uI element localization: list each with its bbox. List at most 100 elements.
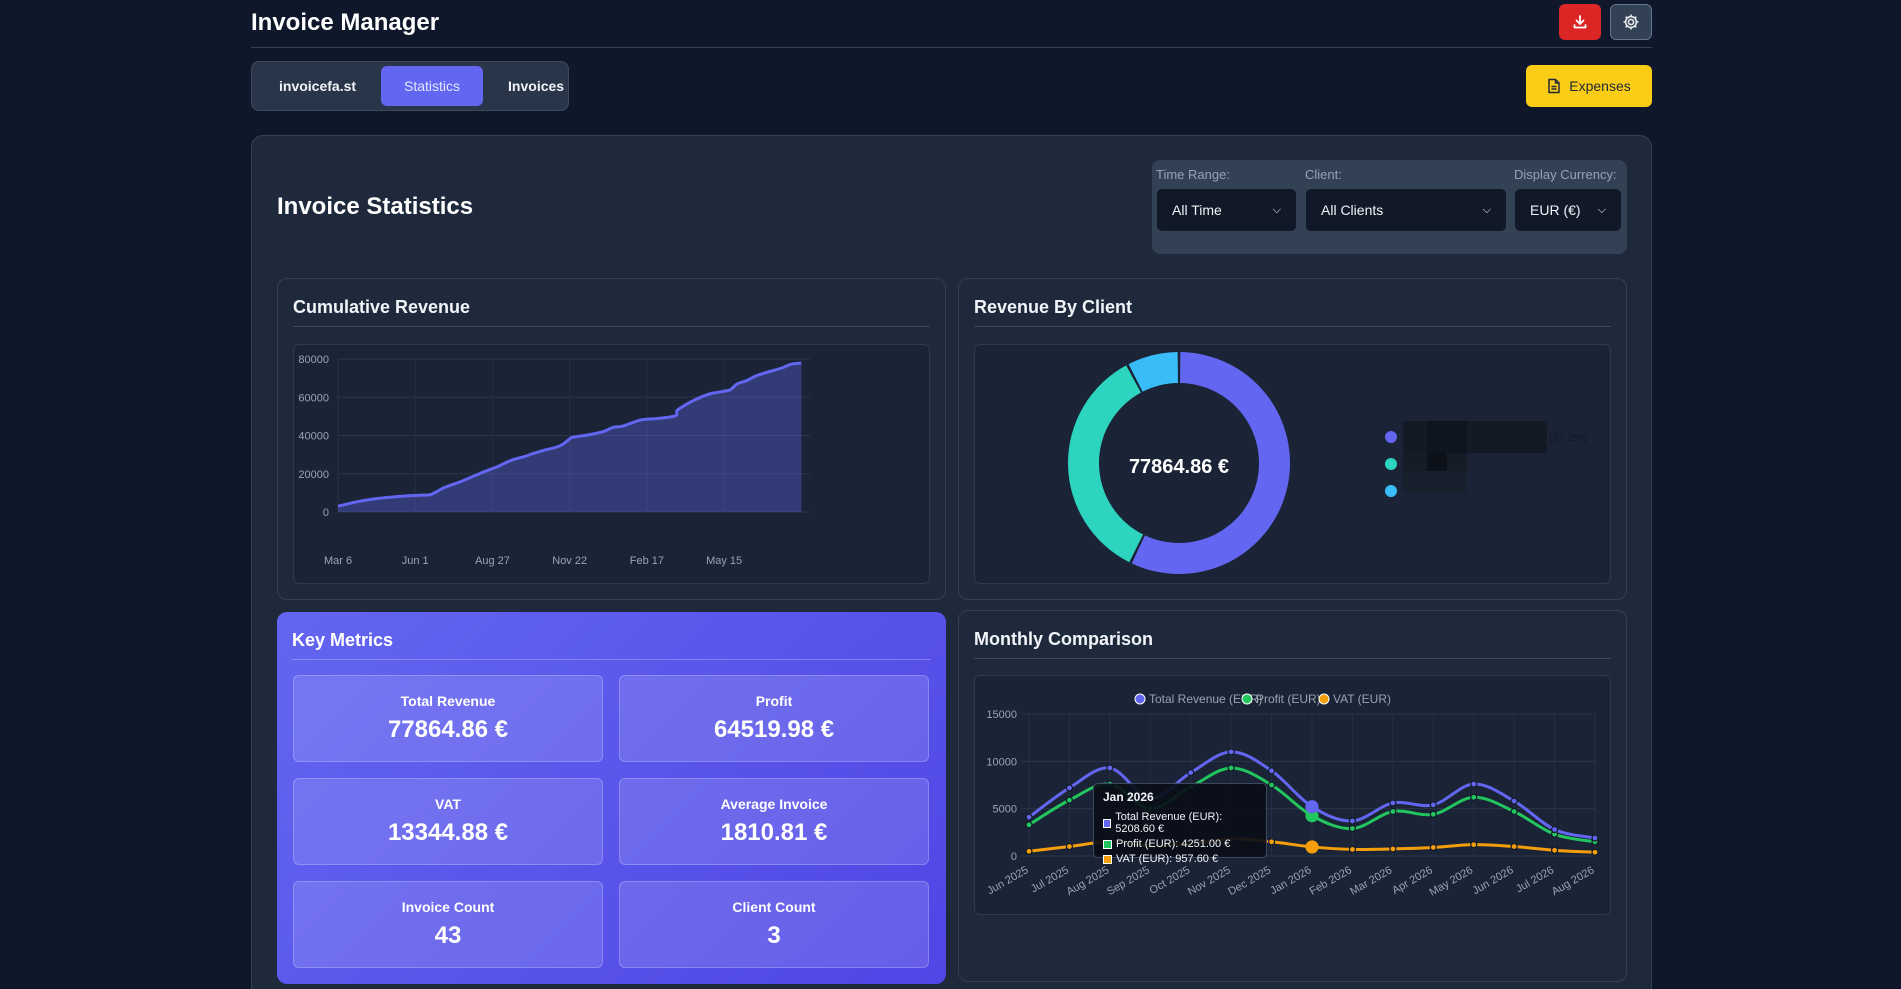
client-value: All Clients (1321, 202, 1384, 218)
time-range-select[interactable]: All Time ⌵ (1157, 189, 1296, 231)
tooltip-line: Profit (EUR): 4251.00 € (1103, 838, 1257, 850)
x-tick-label: Feb 2026 (1308, 864, 1354, 898)
filters-bar: Time Range: All Time ⌵ Client: All Clien… (1152, 160, 1627, 254)
time-range-value: All Time (1172, 202, 1222, 218)
x-tick-label: Jul 2026 (1514, 864, 1556, 895)
metric-label: Average Invoice (720, 796, 828, 812)
data-point (1065, 842, 1074, 851)
tooltip-swatch (1103, 818, 1112, 828)
expenses-button[interactable]: Expenses (1526, 65, 1652, 107)
data-point (1305, 840, 1319, 854)
donut-slice (1128, 352, 1178, 392)
tab-invoices[interactable]: Invoices (508, 78, 565, 94)
metric-profit: Profit 64519.98 € (619, 675, 929, 762)
card-title: Key Metrics (292, 630, 394, 650)
x-tick-label: Jun 1 (402, 555, 429, 567)
data-point (1267, 781, 1276, 789)
metric-value: 13344.88 € (387, 819, 509, 846)
chevron-down-icon: ⌵ (1272, 203, 1281, 216)
legend-label: Total Revenue (EUR) (1149, 692, 1262, 706)
metric-total-revenue: Total Revenue 77864.86 € (293, 675, 603, 762)
donut-slice (1068, 365, 1144, 563)
download-icon (1573, 15, 1587, 29)
metric-label: Invoice Count (401, 899, 495, 915)
chart-tooltip: Jan 2026 Total Revenue (EUR): 5208.60 € … (1093, 783, 1267, 865)
card-title: Cumulative Revenue (293, 297, 471, 317)
data-point (1470, 841, 1478, 849)
data-point (1227, 764, 1235, 772)
y-tick-label: 20000 (298, 469, 329, 481)
data-point (1389, 845, 1397, 853)
metric-label: Total Revenue (400, 693, 496, 709)
legend-dot (1385, 458, 1397, 470)
expenses-label: Expenses (1569, 78, 1631, 94)
data-point (1187, 769, 1195, 777)
legend-marker (1134, 693, 1146, 705)
monthly-chart-area: 0 5000 10000 15000 Jun 2025 Jul 2025 Aug 2025 S… (974, 675, 1611, 915)
redacted-client-names (1403, 421, 1547, 493)
metric-label: VAT (435, 796, 461, 812)
x-tick-label: Dec 2025 (1226, 864, 1273, 898)
data-point (1510, 807, 1518, 816)
x-tick-label: Aug 2025 (1065, 864, 1112, 898)
data-point (1065, 784, 1074, 792)
x-tick-label: Jun 2025 (985, 864, 1030, 897)
data-point (1550, 825, 1559, 834)
metric-value: 77864.86 € (387, 716, 509, 743)
tooltip-line: VAT (EUR): 957.60 € (1103, 853, 1257, 865)
currency-select[interactable]: EUR (€) ⌵ (1515, 189, 1621, 231)
revenue-by-client-card: Revenue By Client 77864.86 € (57.2%) (958, 278, 1627, 600)
currency-value: EUR (€) (1530, 202, 1581, 218)
x-tick-label: Jul 2025 (1029, 864, 1071, 895)
key-metrics-card: Key Metrics Total Revenue 77864.86 € Pro… (277, 612, 946, 984)
metric-client-count: Client Count 3 (619, 881, 929, 968)
data-point (1389, 807, 1397, 816)
time-range-label: Time Range: (1156, 167, 1230, 182)
tooltip-text: Total Revenue (EUR): 5208.60 € (1115, 811, 1223, 835)
tooltip-swatch (1103, 854, 1112, 864)
divider (974, 326, 1611, 327)
x-tick-label: Mar 6 (324, 555, 352, 567)
legend-marker (1318, 693, 1330, 705)
settings-button[interactable] (1610, 4, 1652, 40)
y-tick-label: 10000 (986, 756, 1017, 768)
y-tick-label: 80000 (298, 354, 329, 366)
series-line (337, 361, 802, 508)
metric-value: 1810.81 € (720, 819, 828, 846)
download-button[interactable] (1559, 4, 1601, 40)
divider (292, 659, 931, 660)
data-point (1267, 838, 1276, 846)
x-tick-label: Oct 2025 (1148, 864, 1193, 897)
metric-value: 43 (434, 922, 462, 949)
data-point (1025, 821, 1033, 829)
currency-label: Display Currency: (1514, 167, 1617, 182)
x-tick-label: Nov 2025 (1186, 864, 1233, 898)
x-tick-label: Feb 17 (630, 555, 664, 567)
legend-dot (1385, 431, 1397, 443)
card-title: Monthly Comparison (974, 629, 1153, 649)
data-point (1227, 748, 1235, 756)
tab-invoicefast[interactable]: invoicefa.st (279, 78, 357, 94)
y-tick-label: 5000 (993, 804, 1017, 816)
metric-value: 3 (767, 922, 781, 949)
metric-invoice-count: Invoice Count 43 (293, 881, 603, 968)
tooltip-line: Total Revenue (EUR): 5208.60 € (1103, 811, 1257, 835)
client-label: Client: (1305, 167, 1342, 182)
data-point (1429, 801, 1437, 809)
y-tick-label: 0 (1011, 851, 1017, 863)
cumulative-chart-area: 0 20000 40000 60000 80000 Mar 6 Jun 1 Aug 27 Nov… (293, 344, 930, 584)
client-select[interactable]: All Clients ⌵ (1306, 189, 1506, 231)
legend-label: Profit (EUR) (1256, 692, 1321, 706)
metric-label: Profit (755, 693, 793, 709)
tooltip-text: VAT (EUR): 957.60 € (1116, 853, 1219, 865)
tooltip-text: Profit (EUR): 4251.00 € (1116, 838, 1231, 850)
chevron-down-icon: ⌵ (1597, 203, 1606, 216)
app-header: Invoice Manager (251, 0, 1652, 48)
divider (974, 658, 1611, 659)
tab-statistics[interactable]: Statistics (381, 66, 484, 106)
data-point (1348, 824, 1357, 833)
revenue-by-client-chart: 77864.86 € (57.2%) (1068, 352, 1588, 574)
monthly-comparison-card: Monthly Comparison 0 5000 10000 15000 Jun 20… (958, 610, 1627, 982)
legend-percentage: (57.2%) (1549, 432, 1588, 444)
data-point (1025, 813, 1033, 821)
